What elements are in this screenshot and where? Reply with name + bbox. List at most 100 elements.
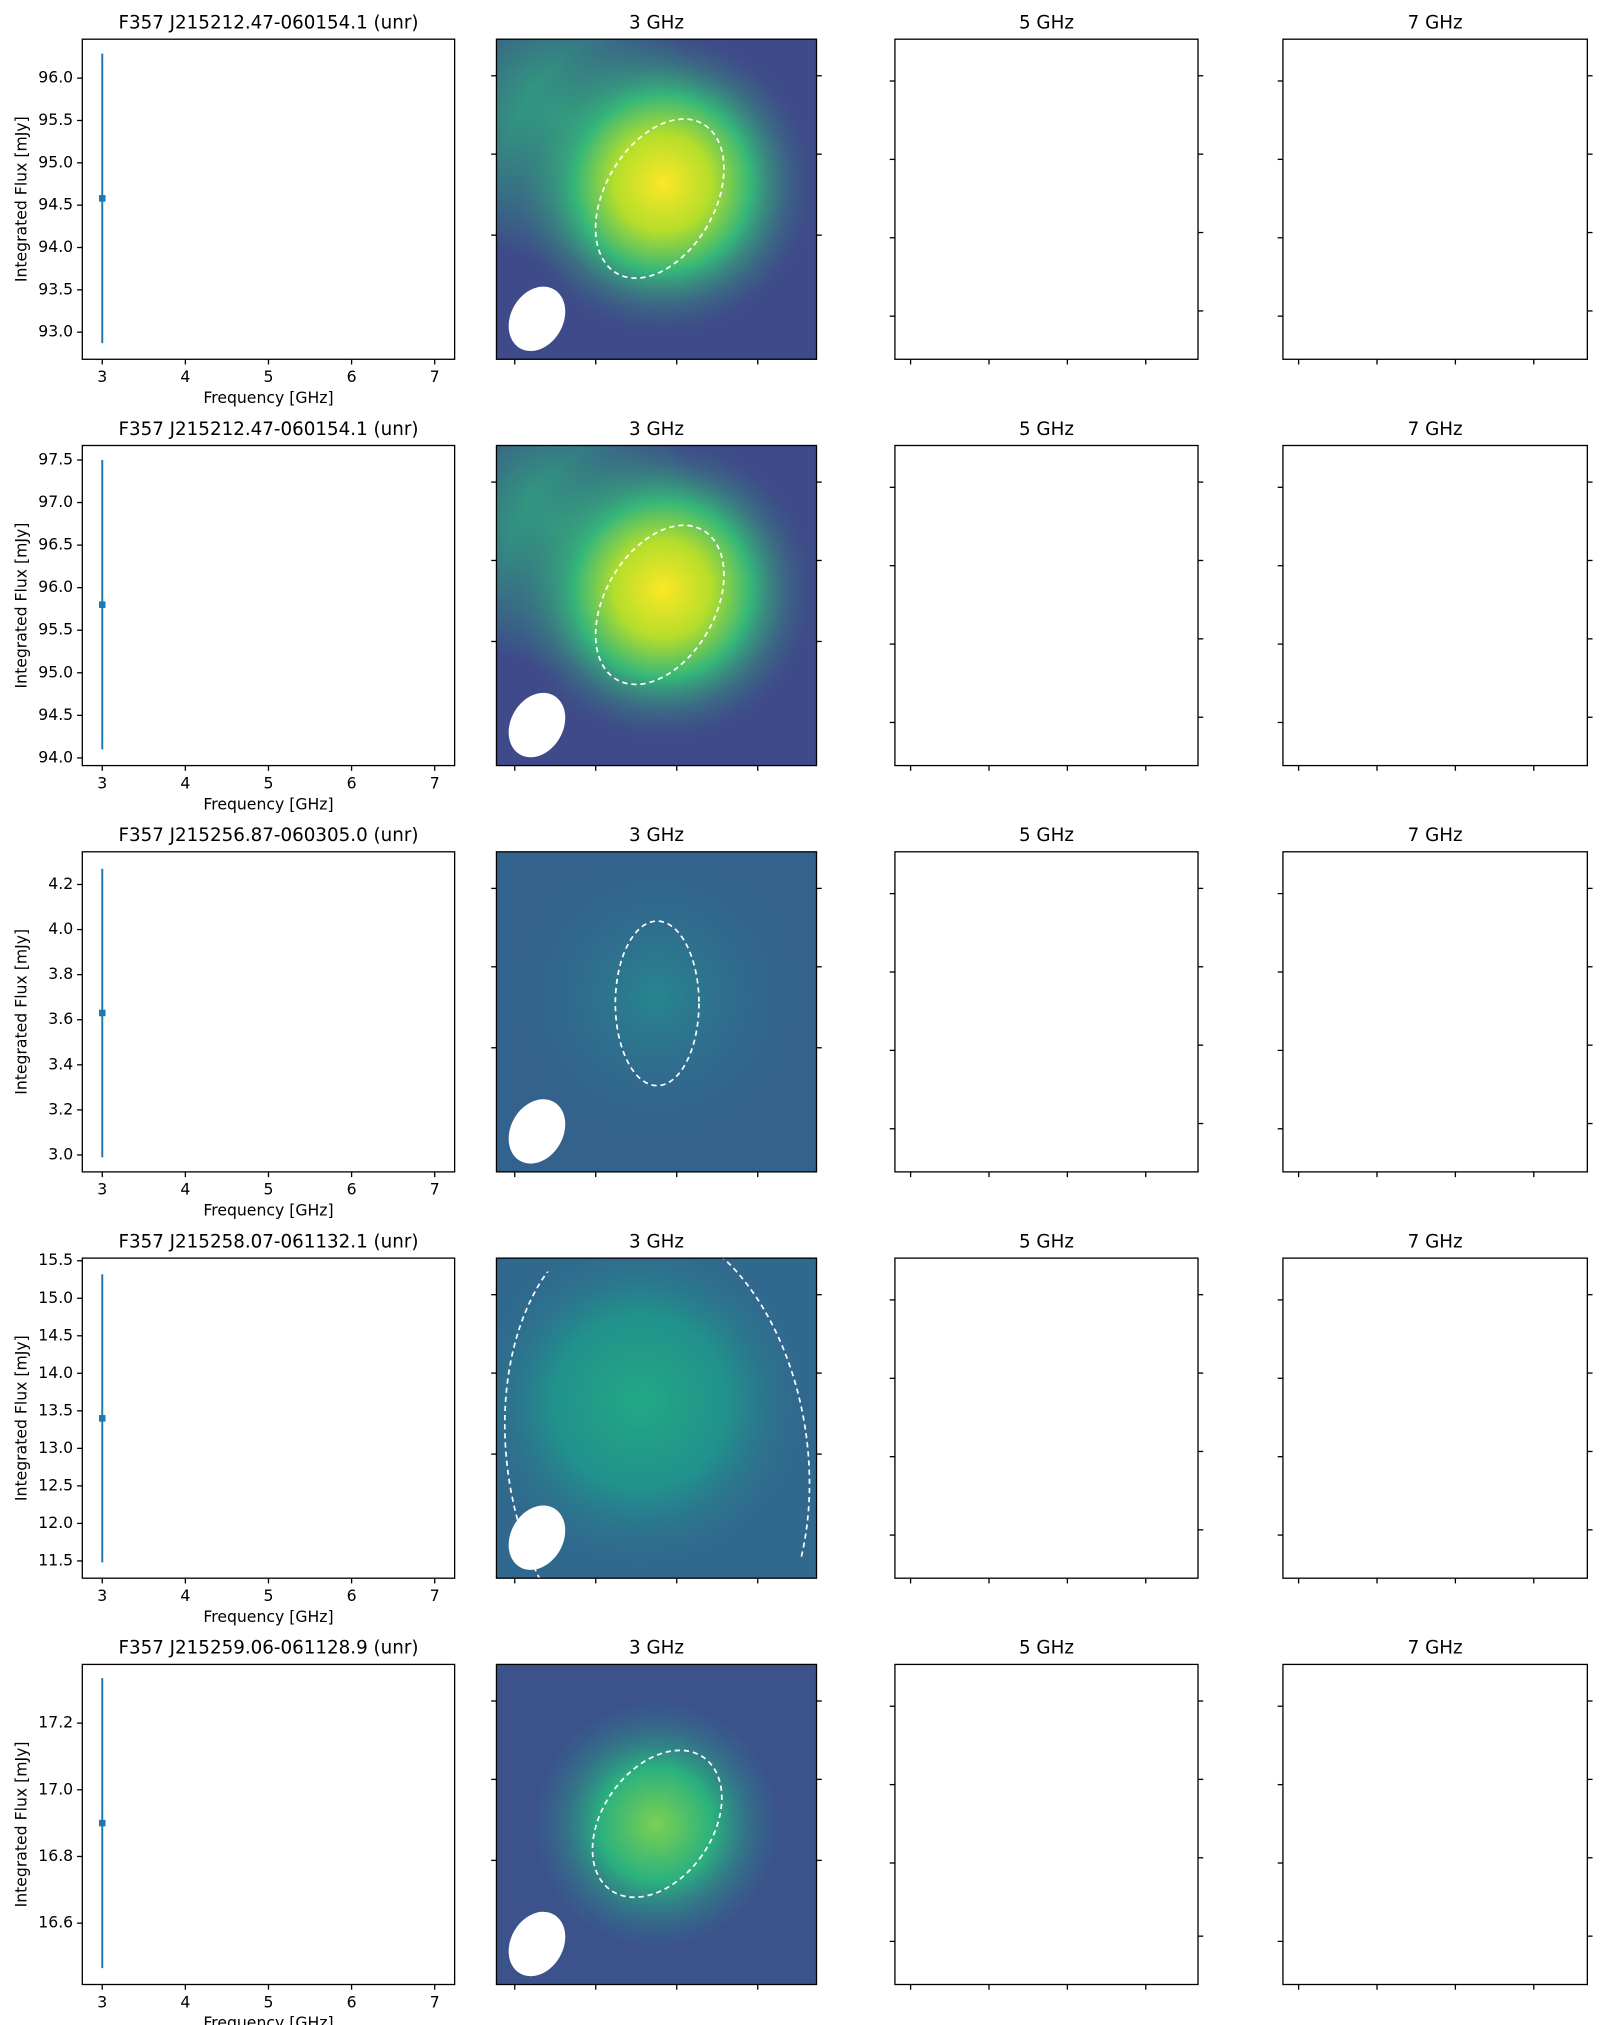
y-tick-label: 95.5 (38, 620, 73, 639)
y-tick-label: 12.5 (38, 1475, 73, 1494)
source-ellipse (594, 118, 725, 279)
y-tick-label: 3.4 (48, 1054, 73, 1073)
panel-title: F357 J215212.47-060154.1 (unr) (118, 13, 418, 34)
y-axis-label: Integrated Flux [mJy] (12, 1742, 31, 1908)
x-tick-label: 3 (97, 1180, 107, 1199)
y-tick-label: 4.2 (48, 874, 73, 893)
y-tick-label: 14.5 (38, 1325, 73, 1344)
axes-frame (81, 1663, 456, 1986)
y-tick-label: 12.0 (38, 1513, 73, 1532)
panel: 5 GHz (889, 825, 1204, 1178)
axes-frame (894, 38, 1199, 360)
panel: 5 GHz (889, 419, 1204, 771)
axes-frame (894, 1663, 1199, 1986)
panel-title: 3 GHz (629, 1231, 684, 1252)
y-tick-label: 94.0 (38, 237, 73, 256)
panel: 5 GHz (889, 1231, 1204, 1584)
x-tick-label: 5 (263, 1992, 273, 2011)
axes-frame (894, 851, 1199, 1173)
y-tick-label: 96.0 (38, 68, 73, 87)
beam (508, 286, 566, 351)
x-tick-label: 6 (347, 773, 357, 792)
panel-title: F357 J215258.07-061132.1 (unr) (118, 1231, 418, 1252)
y-tick-label: 94.5 (38, 705, 73, 724)
y-axis-label: Integrated Flux [mJy] (12, 116, 31, 282)
panel: 3 GHz (491, 825, 822, 1178)
panel: 3 GHz (491, 13, 822, 365)
y-tick-label: 95.0 (38, 152, 73, 171)
y-tick-label: 95.0 (38, 662, 73, 681)
y-tick-label: 94.0 (38, 747, 73, 766)
panel: 3 GHz (491, 1638, 822, 1990)
x-axis-label: Frequency [GHz] (203, 1607, 333, 1626)
beam (508, 1505, 566, 1570)
panel-title: F357 J215259.06-061128.9 (unr) (118, 1638, 418, 1659)
panel: 5 GHz (889, 13, 1204, 365)
y-tick-label: 93.0 (38, 322, 73, 341)
x-tick-label: 7 (430, 1586, 440, 1605)
x-tick-label: 4 (180, 1992, 190, 2011)
panel: 7 GHz (1277, 13, 1593, 365)
y-tick-label: 11.5 (38, 1550, 73, 1569)
source-ellipse (594, 524, 725, 686)
axes-frame (894, 1257, 1199, 1579)
panel: 7 GHz (1277, 1231, 1593, 1584)
y-tick-label: 3.2 (48, 1099, 73, 1118)
x-tick-label: 5 (263, 1586, 273, 1605)
data-point (98, 601, 106, 608)
axes-frame (495, 38, 818, 360)
x-tick-label: 3 (97, 1586, 107, 1605)
y-tick-label: 15.5 (38, 1250, 73, 1269)
panel-title: F357 J215256.87-060305.0 (unr) (118, 825, 418, 846)
x-axis-label: Frequency [GHz] (203, 794, 333, 813)
source-ellipse (503, 1237, 811, 1600)
panel-title: 5 GHz (1019, 13, 1074, 34)
x-tick-label: 4 (180, 1586, 190, 1605)
x-axis-label: Frequency [GHz] (203, 2013, 333, 2025)
y-tick-label: 3.6 (48, 1009, 73, 1028)
axes-frame (495, 851, 818, 1173)
axes-frame (495, 1663, 818, 1986)
panel: 3 GHz (491, 419, 822, 771)
beam (508, 1099, 566, 1164)
panel: F357 J215256.87-060305.0 (unr) 3 4 5 6 7 3.0 3.… (12, 825, 456, 1220)
y-tick-label: 3.0 (48, 1144, 73, 1163)
y-axis-label: Integrated Flux [mJy] (12, 1335, 31, 1501)
source-ellipse (614, 920, 700, 1087)
panel-title: 5 GHz (1019, 419, 1074, 440)
data-point (98, 1819, 106, 1827)
x-tick-label: 3 (97, 773, 107, 792)
y-tick-label: 15.0 (38, 1288, 73, 1307)
x-tick-label: 6 (347, 1586, 357, 1605)
panel: 7 GHz (1277, 1638, 1593, 1990)
x-tick-label: 3 (97, 367, 107, 386)
panel: F357 J215258.07-061132.1 (unr) 3 4 5 6 7 11.5 1… (12, 1231, 456, 1626)
panel-title: 5 GHz (1019, 1231, 1074, 1252)
axes-frame (81, 38, 456, 360)
y-tick-label: 95.5 (38, 110, 73, 129)
x-tick-label: 7 (430, 1992, 440, 2011)
y-tick-label: 96.0 (38, 577, 73, 596)
panel: 3 GHz (491, 1231, 822, 1600)
y-tick-label: 96.5 (38, 535, 73, 554)
panel-title: 7 GHz (1408, 825, 1463, 846)
axes-frame (495, 444, 818, 767)
x-axis-label: Frequency [GHz] (203, 388, 333, 407)
y-tick-label: 97.5 (38, 449, 73, 468)
x-tick-label: 5 (263, 367, 273, 386)
panel-title: 3 GHz (629, 1638, 684, 1659)
panel: F357 J215259.06-061128.9 (unr) 3 4 5 6 7 16.6 1… (12, 1638, 456, 2025)
x-tick-label: 4 (180, 367, 190, 386)
data-point (98, 1009, 106, 1017)
x-tick-label: 6 (347, 1180, 357, 1199)
y-axis-label: Integrated Flux [mJy] (12, 929, 31, 1095)
y-tick-label: 94.5 (38, 195, 73, 214)
panel-title: 7 GHz (1408, 13, 1463, 34)
y-tick-label: 17.0 (38, 1779, 73, 1798)
y-tick-label: 4.0 (48, 919, 73, 938)
axes-frame (81, 444, 456, 767)
axes-frame (894, 444, 1199, 767)
x-tick-label: 7 (430, 367, 440, 386)
x-tick-label: 6 (347, 367, 357, 386)
beam (508, 1911, 566, 1977)
